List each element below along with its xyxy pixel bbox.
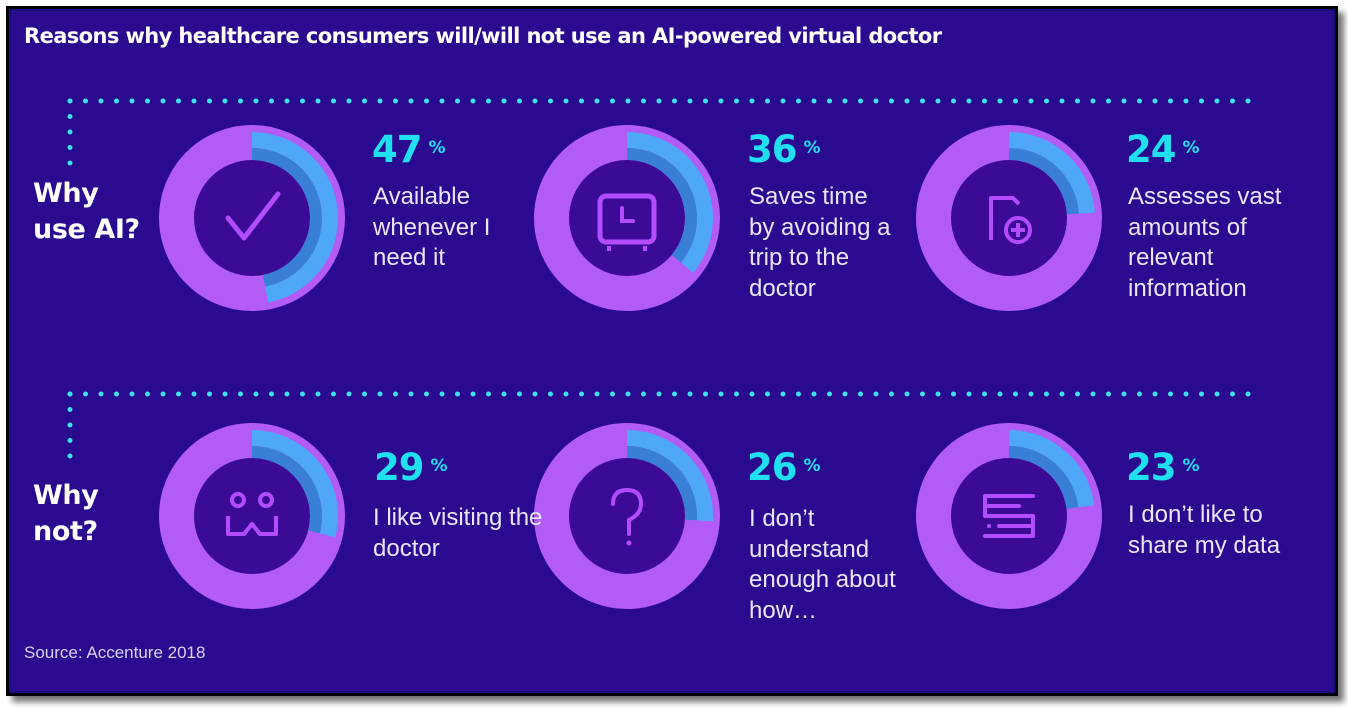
donut-value-arc-inner [1009, 148, 1079, 215]
dotted-bracket-top [67, 98, 73, 176]
dotted-divider-bottom [67, 391, 1265, 397]
donut-chart [916, 423, 1102, 609]
person-head-icon [230, 492, 246, 508]
donut-value-arc-inner [627, 446, 697, 521]
percent-unit: % [803, 456, 821, 476]
people-bodies-icon [226, 516, 278, 536]
donut-chart [159, 125, 345, 311]
donut-value-arc-inner [1009, 446, 1079, 509]
donut-hole [194, 160, 310, 276]
donut-hole [194, 458, 310, 574]
percent-label: 29% [374, 446, 448, 489]
checkmark-icon [225, 191, 281, 241]
donut-value-arc-inner [252, 148, 322, 287]
clock-icon [597, 193, 657, 251]
clock-icon-hands [620, 206, 635, 223]
percent-label: 23% [1126, 446, 1200, 489]
checkmark-icon-path [225, 191, 281, 241]
dotted-divider-top [67, 98, 1265, 104]
percent-value: 36 [747, 128, 797, 171]
clock-icon-frame [597, 193, 657, 245]
donut-value-arc-inner [627, 148, 697, 263]
server-dot-icon [987, 524, 991, 528]
donut-value-arc [1009, 132, 1095, 214]
row-label-why-not: Why not? [33, 480, 99, 547]
donut-hole [569, 458, 685, 574]
donut-chart [916, 125, 1102, 311]
donut-chart [534, 423, 720, 609]
server-lines-icon [983, 494, 1035, 538]
donut-value-arc [252, 430, 338, 538]
row-label-why-use: Why use AI? [33, 178, 140, 245]
data-server-icon [983, 494, 1035, 538]
question-dot-icon [626, 540, 632, 546]
donut-hole [951, 160, 1067, 276]
percent-value: 24 [1126, 128, 1176, 171]
percent-label: 24% [1126, 128, 1200, 171]
percent-unit: % [428, 138, 446, 158]
percent-value: 23 [1126, 446, 1176, 489]
donut-chart [159, 423, 345, 609]
percent-unit: % [430, 456, 448, 476]
reason-description: I don’t understand enough about how… [749, 505, 896, 624]
person-head-icon [258, 492, 274, 508]
reason-description: I don’t like to share my data [1128, 501, 1281, 559]
donut-hole [569, 160, 685, 276]
donut-value-arc [627, 132, 713, 273]
plus-icon [1011, 223, 1025, 237]
percent-label: 26% [747, 446, 821, 489]
donut-value-arc [1009, 430, 1095, 508]
percent-unit: % [1182, 456, 1200, 476]
question-mark-icon [611, 487, 644, 536]
reason-description: Saves time by avoiding a trip to the doc… [749, 183, 891, 302]
dotted-bracket-bottom [67, 391, 73, 469]
donut-value-arc [627, 430, 713, 522]
reason-description: Assesses vast amounts of relevant inform… [1128, 183, 1282, 302]
percent-label: 47% [372, 128, 446, 171]
percent-value: 29 [374, 446, 424, 489]
medical-document-icon [989, 196, 1032, 244]
reason-description: Available whenever I need it [373, 183, 491, 271]
percent-unit: % [1182, 138, 1200, 158]
donut-value-arc [252, 132, 338, 303]
donut-value-arc-inner [252, 446, 322, 534]
document-icon-outline [989, 196, 1021, 240]
chart-title: Reasons why healthcare consumers will/wi… [24, 24, 942, 48]
reason-description: I like visiting the doctor [373, 504, 543, 562]
percent-unit: % [803, 138, 821, 158]
plus-circle-icon [1004, 216, 1032, 244]
donut-chart [534, 125, 720, 311]
people-icon [226, 492, 278, 536]
percent-value: 26 [747, 446, 797, 489]
percent-value: 47 [372, 128, 422, 171]
question-icon [611, 487, 644, 546]
source-note: Source: Accenture 2018 [24, 643, 206, 662]
percent-label: 36% [747, 128, 821, 171]
